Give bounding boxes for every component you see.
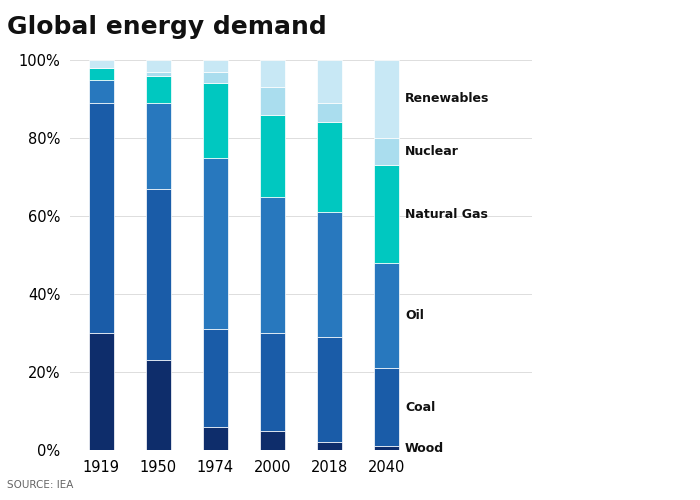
Bar bbox=[202, 72, 228, 84]
Text: SOURCE: IEA: SOURCE: IEA bbox=[7, 480, 74, 490]
Bar bbox=[88, 68, 114, 80]
Bar bbox=[202, 329, 228, 426]
Bar bbox=[202, 158, 228, 329]
Bar bbox=[146, 76, 172, 103]
Bar bbox=[146, 360, 172, 450]
Bar bbox=[260, 430, 286, 450]
Bar bbox=[88, 80, 114, 103]
Bar bbox=[374, 263, 400, 368]
Bar bbox=[260, 60, 286, 88]
Bar bbox=[202, 426, 228, 450]
Text: Wood: Wood bbox=[405, 442, 444, 454]
Bar bbox=[260, 333, 286, 430]
Text: Nuclear: Nuclear bbox=[405, 145, 459, 158]
Bar bbox=[316, 103, 342, 122]
Bar bbox=[88, 333, 114, 450]
Bar bbox=[374, 368, 400, 446]
Text: Renewables: Renewables bbox=[405, 92, 489, 106]
Bar bbox=[202, 84, 228, 158]
Bar bbox=[88, 60, 114, 68]
Bar bbox=[146, 60, 172, 72]
Bar bbox=[260, 88, 286, 115]
Bar bbox=[146, 188, 172, 360]
Bar bbox=[88, 103, 114, 333]
Text: Natural Gas: Natural Gas bbox=[405, 208, 488, 220]
Bar bbox=[374, 446, 400, 450]
Bar bbox=[316, 337, 342, 442]
Bar bbox=[316, 60, 342, 103]
Text: Global energy demand: Global energy demand bbox=[7, 15, 327, 39]
Bar bbox=[260, 196, 286, 333]
Bar bbox=[374, 60, 400, 138]
Bar bbox=[316, 122, 342, 212]
Bar bbox=[260, 114, 286, 196]
Text: Coal: Coal bbox=[405, 400, 435, 413]
Bar bbox=[202, 60, 228, 72]
Bar bbox=[146, 103, 172, 188]
Bar bbox=[374, 166, 400, 263]
Bar bbox=[316, 442, 342, 450]
Text: Oil: Oil bbox=[405, 309, 424, 322]
Bar bbox=[146, 72, 172, 76]
Bar bbox=[316, 212, 342, 337]
Bar bbox=[374, 138, 400, 166]
